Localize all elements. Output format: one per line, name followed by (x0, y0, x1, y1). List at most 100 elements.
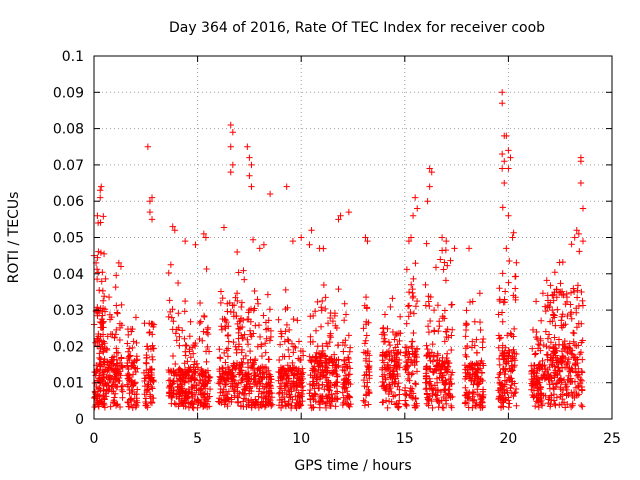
data-point (337, 212, 344, 219)
data-point (312, 355, 320, 363)
data-point (480, 335, 487, 343)
data-point (102, 275, 109, 283)
data-point (388, 398, 395, 406)
data-point (229, 376, 237, 383)
data-point (546, 385, 554, 392)
data-point (199, 337, 206, 344)
data-point (260, 312, 267, 319)
data-point (125, 331, 132, 339)
data-point (181, 379, 188, 386)
data-point (317, 354, 324, 361)
data-point (473, 336, 480, 343)
data-point (319, 297, 326, 305)
data-point (165, 377, 173, 384)
y-axis-title: ROTI / TECUs (6, 192, 22, 284)
data-point (568, 315, 575, 322)
data-point (146, 198, 154, 205)
data-point (365, 364, 373, 372)
data-point (235, 335, 242, 342)
data-point (549, 381, 557, 388)
data-point (535, 376, 542, 384)
data-point (409, 350, 416, 357)
data-point (471, 396, 478, 404)
data-point (309, 354, 316, 361)
data-point (407, 308, 414, 316)
data-point (567, 309, 575, 316)
data-point (103, 387, 110, 394)
data-point (498, 309, 506, 316)
data-point (173, 337, 180, 344)
data-point (574, 383, 582, 391)
data-point (124, 372, 131, 379)
data-point (181, 308, 188, 315)
data-point (470, 389, 478, 397)
data-point (169, 326, 176, 333)
data-point (474, 391, 482, 398)
data-point (142, 402, 149, 409)
data-point (173, 391, 181, 398)
data-point (227, 121, 234, 129)
data-point (222, 359, 229, 366)
data-point (333, 378, 341, 386)
data-point (560, 322, 567, 329)
data-point (97, 249, 105, 256)
data-point (308, 358, 315, 366)
data-point (379, 352, 386, 359)
y-tick-label: 0.05 (53, 231, 84, 247)
data-point (239, 371, 246, 378)
data-point (245, 372, 252, 380)
data-point (244, 341, 252, 348)
data-point (310, 365, 318, 373)
data-point (474, 386, 481, 393)
data-point (284, 362, 292, 369)
data-point (435, 327, 442, 335)
data-point (265, 379, 272, 387)
data-point (276, 383, 284, 390)
data-point (187, 354, 195, 361)
data-point (506, 400, 513, 407)
data-point (363, 332, 370, 339)
data-point (412, 303, 420, 310)
data-point (113, 349, 120, 356)
data-point (206, 385, 214, 393)
data-point (240, 386, 248, 393)
data-point (547, 299, 554, 306)
data-point (290, 364, 298, 371)
data-point (322, 404, 330, 412)
data-point (554, 378, 562, 386)
data-point (118, 301, 125, 309)
data-point (224, 345, 232, 352)
y-tick-labels: 0 0.01 0.02 0.03 0.04 0.05 0.06 0.07 0.08 0.09 0.1 (53, 49, 84, 428)
data-point (186, 348, 193, 355)
data-point (118, 322, 126, 329)
data-point (329, 358, 336, 366)
data-point (119, 382, 126, 390)
data-point (267, 333, 275, 341)
data-point (314, 298, 321, 306)
data-point (125, 353, 133, 360)
data-point (569, 329, 577, 336)
data-point (495, 344, 502, 351)
data-point (554, 364, 562, 371)
data-point (292, 383, 300, 390)
data-point (258, 352, 266, 360)
data-point (344, 392, 351, 400)
data-point (382, 366, 390, 373)
data-point (425, 328, 433, 336)
data-point (381, 311, 389, 318)
data-point (252, 322, 259, 329)
data-point (464, 366, 471, 374)
data-point (496, 378, 504, 386)
data-point (472, 401, 479, 409)
data-point (535, 390, 542, 398)
data-point (323, 360, 330, 368)
data-point (179, 327, 186, 334)
data-point (426, 302, 433, 310)
data-point (201, 391, 208, 398)
data-point (423, 372, 430, 379)
data-point (170, 386, 177, 394)
data-point (220, 224, 228, 231)
data-point (236, 390, 243, 397)
data-point (169, 305, 176, 313)
data-point (445, 386, 452, 393)
